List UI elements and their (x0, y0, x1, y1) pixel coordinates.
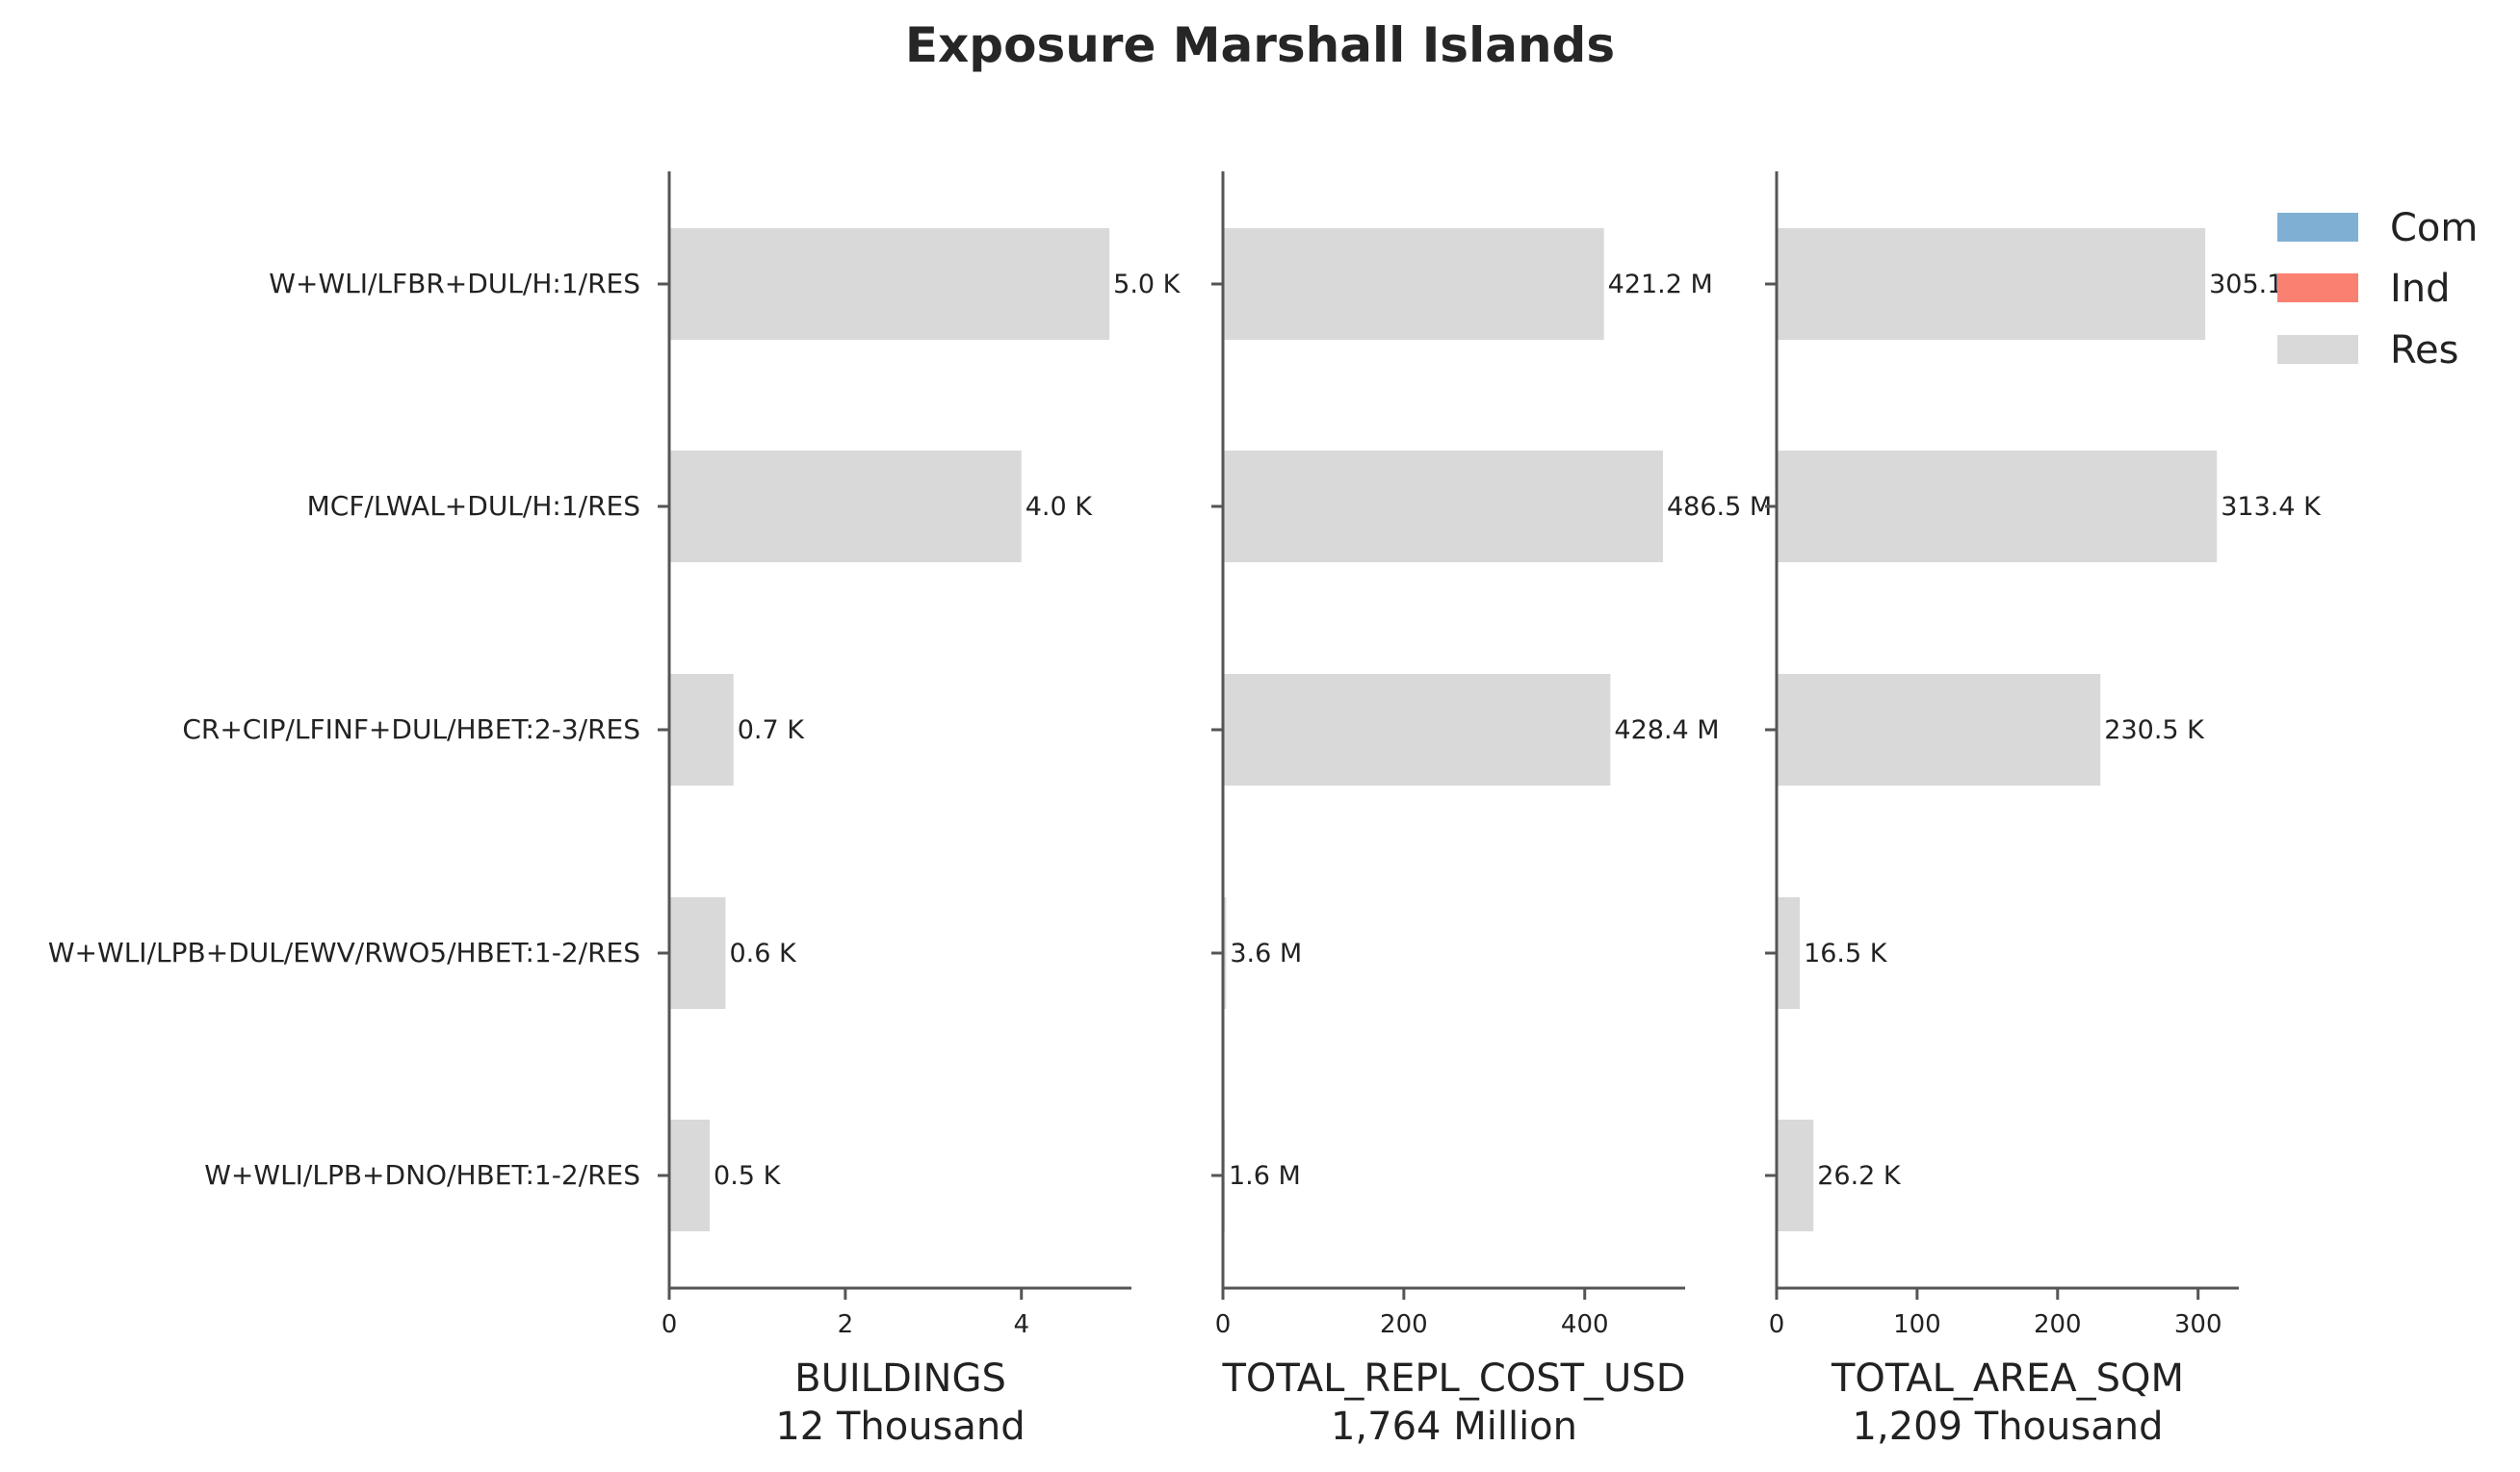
data-label: 313.4 K (2221, 492, 2322, 522)
x-tick-label: 200 (2034, 1310, 2082, 1339)
x-axis-label: TOTAL_REPL_COST_USD (1221, 1356, 1685, 1401)
x-axis-sublabel: 1,764 Million (1331, 1405, 1577, 1449)
legend-label: Res (2390, 328, 2458, 373)
category-label: CR+CIP/LFINF+DUL/HBET:2-3/RES (182, 713, 640, 745)
data-label: 0.7 K (738, 715, 806, 745)
data-label: 5.0 K (1113, 270, 1182, 299)
x-tick-label: 2 (838, 1310, 854, 1339)
bar (669, 674, 734, 786)
bar (1777, 1120, 1814, 1231)
bar (1777, 451, 2218, 562)
x-tick-label: 200 (1380, 1310, 1428, 1339)
category-label: MCF/LWAL+DUL/H:1/RES (307, 490, 640, 522)
data-label: 486.5 M (1667, 492, 1772, 522)
data-label: 230.5 K (2104, 715, 2205, 745)
data-label: 428.4 M (1614, 715, 1719, 745)
category-label: W+WLI/LFBR+DUL/H:1/RES (269, 268, 640, 299)
legend-label: Ind (2390, 267, 2451, 311)
bar (1223, 228, 1604, 340)
bar (669, 1120, 711, 1231)
x-axis-label: BUILDINGS (794, 1356, 1006, 1401)
legend-swatch (2277, 213, 2358, 242)
data-label: 4.0 K (1026, 492, 1094, 522)
data-label: 1.6 M (1229, 1161, 1301, 1191)
data-label: 26.2 K (1817, 1161, 1902, 1191)
x-axis-sublabel: 12 Thousand (775, 1405, 1025, 1449)
bar (1223, 674, 1611, 786)
x-tick-label: 300 (2174, 1310, 2222, 1339)
data-label: 421.2 M (1608, 270, 1713, 299)
legend-swatch (2277, 273, 2358, 302)
x-tick-label: 400 (1561, 1310, 1609, 1339)
x-tick-label: 100 (1893, 1310, 1941, 1339)
bar (669, 897, 726, 1009)
bar (1223, 451, 1663, 562)
bar (669, 451, 1022, 562)
bar (1777, 674, 2101, 786)
bar (669, 228, 1110, 340)
x-tick-label: 0 (1215, 1310, 1232, 1339)
category-label: W+WLI/LPB+DNO/HBET:1-2/RES (204, 1159, 640, 1191)
chart-title: Exposure Marshall Islands (904, 17, 1616, 73)
x-tick-label: 0 (1769, 1310, 1785, 1339)
x-axis-label: TOTAL_AREA_SQM (1831, 1356, 2184, 1401)
x-tick-label: 4 (1013, 1310, 1029, 1339)
bar (1223, 897, 1227, 1009)
x-axis-sublabel: 1,209 Thousand (1853, 1405, 2164, 1449)
data-label: 3.6 M (1230, 939, 1302, 968)
x-tick-label: 0 (662, 1310, 678, 1339)
legend-label: Com (2390, 206, 2478, 250)
data-label: 0.5 K (714, 1161, 782, 1191)
category-label: W+WLI/LPB+DUL/EWV/RWO5/HBET:1-2/RES (48, 937, 640, 968)
bar (1777, 228, 2206, 340)
bar (1777, 897, 1801, 1009)
legend-swatch (2277, 335, 2358, 364)
data-label: 16.5 K (1804, 939, 1888, 968)
data-label: 0.6 K (730, 939, 798, 968)
